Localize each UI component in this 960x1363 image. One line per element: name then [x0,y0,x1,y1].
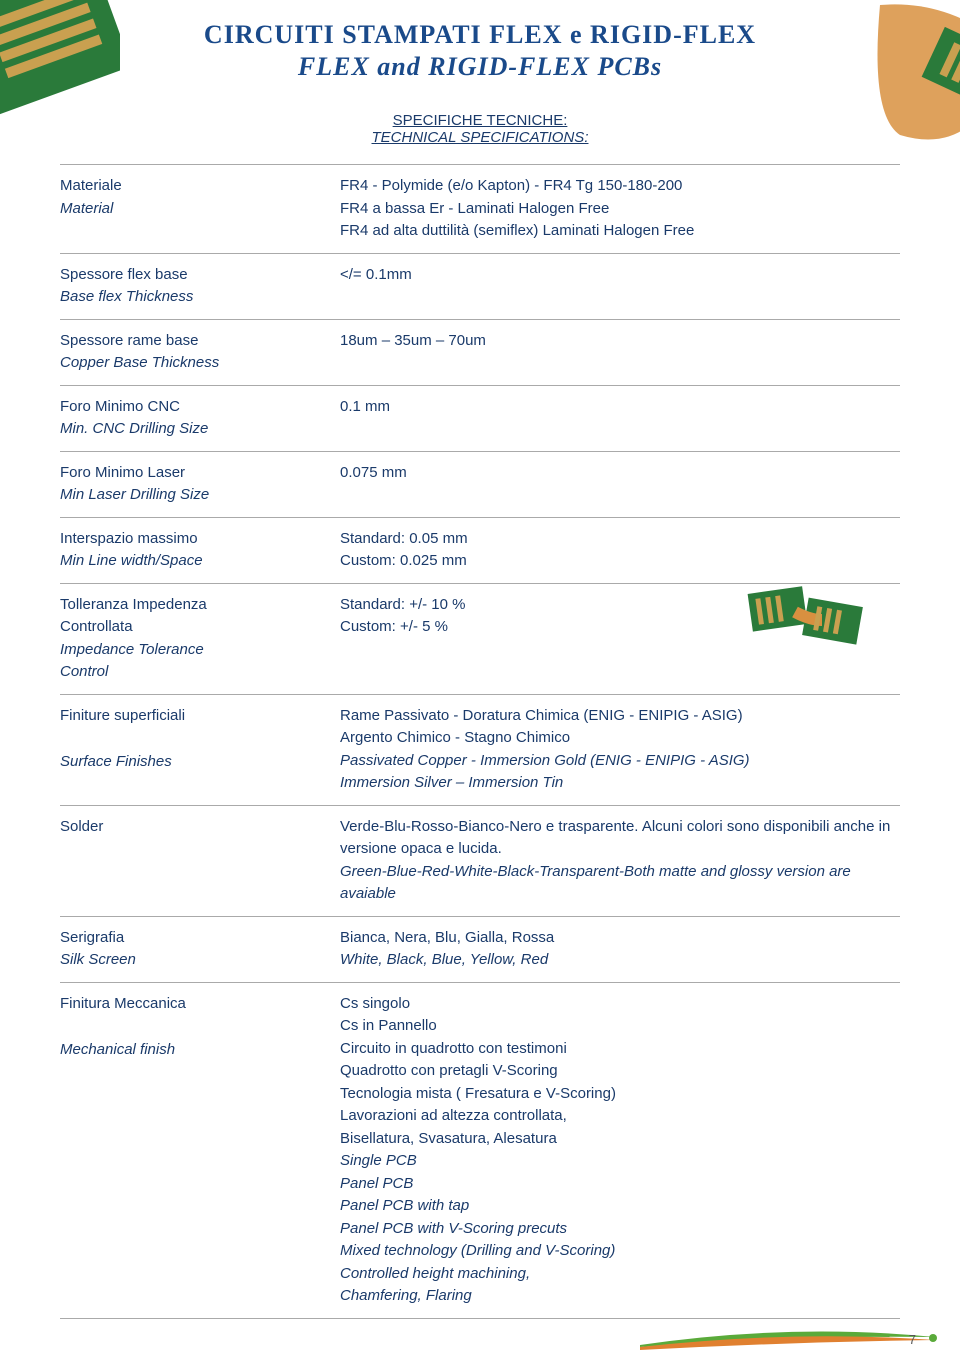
spec-value: Bianca, Nera, Blu, Gialla, RossaWhite, B… [340,927,900,972]
spec-value: 0.075 mm [340,462,900,485]
spec-row: Interspazio massimoMin Line width/SpaceS… [60,517,900,583]
spec-row: SolderVerde-Blu-Rosso-Bianco-Nero e tras… [60,805,900,916]
spec-value: 18um – 35um – 70um [340,330,900,353]
spec-value: 0.1 mm [340,396,900,419]
spec-value: FR4 - Polymide (e/o Kapton) - FR4 Tg 150… [340,175,900,243]
section-heading: SPECIFICHE TECNICHE: TECHNICAL SPECIFICA… [60,112,900,146]
spec-label: Spessore flex baseBase flex Thickness [60,264,340,309]
title-italian: CIRCUITI STAMPATI FLEX e RIGID-FLEX [60,20,900,50]
spec-value: Verde-Blu-Rosso-Bianco-Nero e trasparent… [340,816,900,906]
spec-label: Foro Minimo CNCMin. CNC Drilling Size [60,396,340,441]
spec-row: Foro Minimo LaserMin Laser Drilling Size… [60,451,900,517]
spec-row: Spessore flex baseBase flex Thickness</=… [60,253,900,319]
title-english: FLEX and RIGID-FLEX PCBs [60,52,900,82]
spec-label: SerigrafiaSilk Screen [60,927,340,972]
specifications-table: MaterialeMaterialFR4 - Polymide (e/o Kap… [60,164,900,1319]
footer-swoosh-icon [640,1315,940,1355]
spec-row: Foro Minimo CNCMin. CNC Drilling Size0.1… [60,385,900,451]
spec-row: Spessore rame baseCopper Base Thickness1… [60,319,900,385]
page-header: CIRCUITI STAMPATI FLEX e RIGID-FLEX FLEX… [60,20,900,82]
spec-value: </= 0.1mm [340,264,900,287]
page-number: 7 [909,1332,916,1347]
flex-pcb-sample-image [740,582,880,657]
spec-label: Interspazio massimoMin Line width/Space [60,528,340,573]
spec-label: Spessore rame baseCopper Base Thickness [60,330,340,375]
spec-label: Tolleranza ImpedenzaControllataImpedance… [60,594,340,684]
spec-row: SerigrafiaSilk ScreenBianca, Nera, Blu, … [60,916,900,982]
spec-row: Tolleranza ImpedenzaControllataImpedance… [60,583,900,694]
spec-value: Standard: 0.05 mmCustom: 0.025 mm [340,528,900,573]
spec-label: Foro Minimo LaserMin Laser Drilling Size [60,462,340,507]
spec-label: MaterialeMaterial [60,175,340,220]
spec-label: Finitura MeccanicaMechanical finish [60,993,340,1062]
spec-value: Standard: +/- 10 %Custom: +/- 5 % [340,594,900,639]
spec-value: Rame Passivato - Doratura Chimica (ENIG … [340,705,900,795]
spec-row: Finitura MeccanicaMechanical finishCs si… [60,982,900,1319]
spec-label: Solder [60,816,340,839]
spec-label: Finiture superficialiSurface Finishes [60,705,340,774]
spec-row: MaterialeMaterialFR4 - Polymide (e/o Kap… [60,164,900,253]
spec-value: Cs singoloCs in PannelloCircuito in quad… [340,993,900,1308]
spec-row: Finiture superficialiSurface FinishesRam… [60,694,900,805]
